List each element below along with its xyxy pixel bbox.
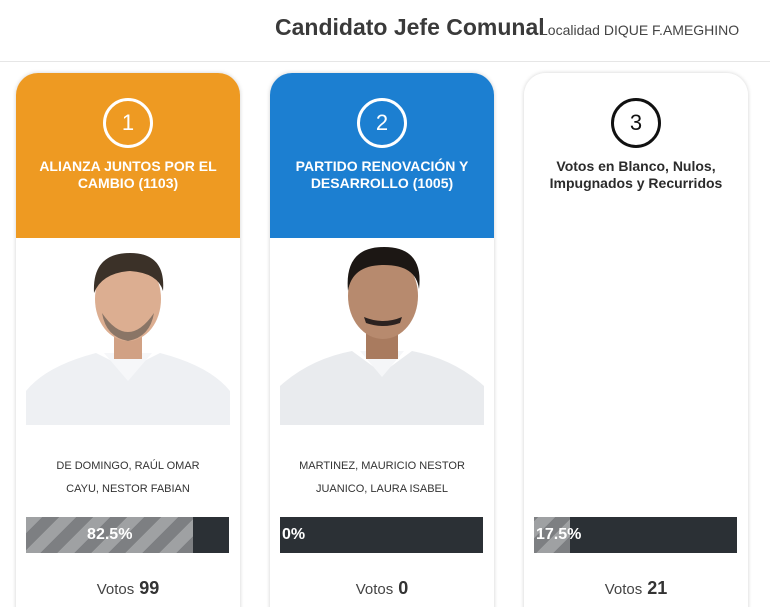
candidate-name: JUANICO, LAURA ISABEL: [315, 483, 449, 495]
percentage-label: 17.5%: [536, 526, 582, 543]
candidate-photo: [26, 241, 230, 425]
votes-count: Votos 21: [524, 578, 748, 599]
result-card-1: 1 ALIANZA JUNTOS POR EL CAMBIO (1103) DE…: [16, 73, 240, 607]
candidate-name: CAYU, NESTOR FABIAN: [66, 483, 190, 495]
page-title: Candidato Jefe Comunal: [275, 14, 545, 40]
locality-label: Localidad DIQUE F.AMEGHINO: [540, 22, 740, 38]
percentage-bar: 0%: [280, 517, 483, 553]
votes-label: Votos: [604, 581, 643, 598]
votes-count: Votos 99: [16, 578, 240, 599]
votes-count: Votos 0: [270, 578, 494, 599]
votes-number: 21: [647, 578, 668, 598]
candidate-list: DE DOMINGO, RAÚL OMAR CAYU, NESTOR FABIA…: [16, 455, 240, 501]
card-header: 3 Votos en Blanco, Nulos, Impugnados y R…: [524, 73, 748, 238]
card-header: 2 PARTIDO RENOVACIÓN Y DESARROLLO (1005): [270, 73, 494, 238]
result-card-2: 2 PARTIDO RENOVACIÓN Y DESARROLLO (1005)…: [270, 73, 494, 607]
candidate-name: MARTINEZ, MAURICIO NESTOR: [299, 460, 465, 472]
candidate-list: MARTINEZ, MAURICIO NESTOR JUANICO, LAURA…: [270, 455, 494, 501]
percentage-label: 82.5%: [87, 526, 133, 543]
percentage-bar: 82.5%: [26, 517, 229, 553]
votes-label: Votos: [96, 581, 135, 598]
percentage-bar-fill: [534, 517, 570, 553]
percentage-bar: 17.5%: [534, 517, 737, 553]
percentage-bar-fill: [26, 517, 194, 553]
candidate-photo: [280, 241, 484, 425]
card-header: 1 ALIANZA JUNTOS POR EL CAMBIO (1103): [16, 73, 240, 238]
party-name: ALIANZA JUNTOS POR EL CAMBIO (1103): [39, 158, 217, 191]
rank-badge: 2: [357, 98, 407, 148]
votes-number: 99: [139, 578, 160, 598]
percentage-label: 0%: [282, 526, 306, 543]
candidate-portrait-icon: [26, 241, 230, 425]
page-header: Candidato Jefe Comunal Localidad DIQUE F…: [0, 0, 770, 62]
candidate-name: DE DOMINGO, RAÚL OMAR: [56, 460, 200, 472]
result-card-3: 3 Votos en Blanco, Nulos, Impugnados y R…: [524, 73, 748, 607]
votes-label: Votos: [355, 581, 394, 598]
rank-badge: 1: [103, 98, 153, 148]
rank-badge: 3: [611, 98, 661, 148]
party-name: Votos en Blanco, Nulos, Impugnados y Rec…: [549, 158, 723, 191]
votes-number: 0: [398, 578, 409, 598]
party-name: PARTIDO RENOVACIÓN Y DESARROLLO (1005): [295, 158, 469, 191]
candidate-portrait-icon: [280, 241, 484, 425]
